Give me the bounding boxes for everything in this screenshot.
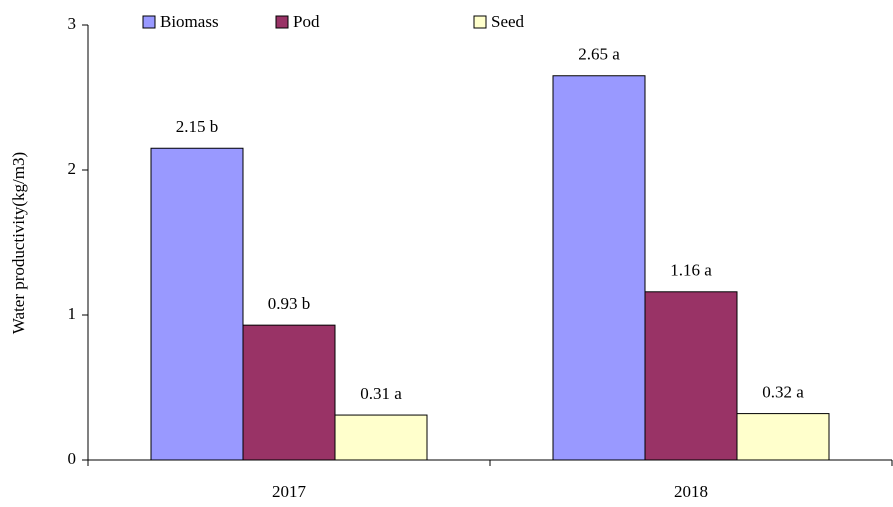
y-tick-label: 0 [68, 449, 77, 468]
legend-swatch [275, 15, 289, 29]
legend-label: Biomass [160, 12, 219, 31]
y-tick-label: 3 [68, 14, 77, 33]
value-label: 2.65 a [578, 45, 620, 64]
y-tick-label: 1 [68, 304, 77, 323]
y-axis-label: Water productivity(kg/m3) [9, 152, 28, 334]
bar [242, 324, 336, 461]
legend-label: Seed [491, 12, 525, 31]
bar [150, 147, 244, 461]
bar [552, 75, 646, 461]
value-label: 0.32 a [762, 383, 804, 402]
bar [644, 291, 738, 461]
value-label: 0.31 a [360, 384, 402, 403]
value-label: 1.16 a [670, 261, 712, 280]
legend-label: Pod [293, 12, 320, 31]
y-tick-label: 2 [68, 159, 77, 178]
legend-swatch [142, 15, 156, 29]
value-label: 2.15 b [176, 117, 219, 136]
x-tick-label: 2017 [272, 482, 307, 501]
value-label: 0.93 b [268, 294, 311, 313]
bar [334, 414, 428, 461]
legend-swatch [473, 15, 487, 29]
x-tick-label: 2018 [674, 482, 708, 501]
bar [736, 413, 830, 461]
